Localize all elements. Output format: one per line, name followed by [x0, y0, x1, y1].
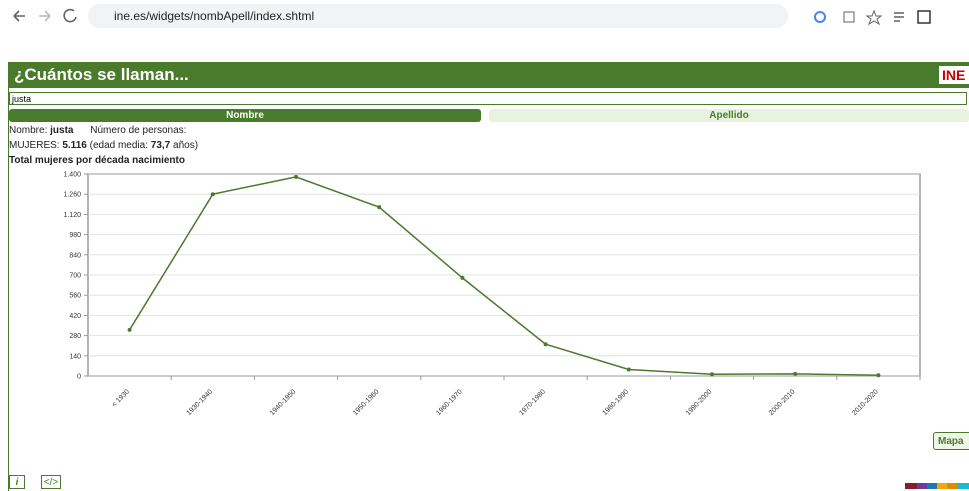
- data-point: [626, 367, 631, 372]
- border: [8, 88, 9, 491]
- browser-toolbar: ine.es/widgets/nombApell/index.shtml: [0, 0, 969, 34]
- x-tick-label: 1970-1980: [518, 388, 547, 417]
- data-point: [210, 192, 215, 197]
- info-button[interactable]: i: [9, 475, 25, 489]
- data-point: [294, 174, 298, 179]
- nav-icons: [13, 8, 77, 23]
- toolbar-icons: [814, 9, 931, 26]
- google-icon[interactable]: [814, 11, 826, 23]
- x-tick-label: 1950-1960: [352, 388, 381, 417]
- x-tick-label: 1980-1990: [602, 388, 631, 417]
- swatch: [957, 483, 969, 489]
- color-strip: [905, 483, 969, 489]
- label: Número de personas:: [90, 125, 187, 136]
- x-tick-label: 2010-2020: [851, 388, 880, 417]
- name: justa: [50, 125, 74, 136]
- swatch: [917, 483, 927, 489]
- swatch: [905, 483, 917, 489]
- y-tick-label: 700: [69, 273, 81, 280]
- chart: 0 140 280 420 560 700 840 980 1.120 1.260 1.400 < 1…: [63, 172, 921, 417]
- label: años): [173, 140, 199, 151]
- label: (edad media:: [89, 140, 148, 151]
- data-point: [876, 373, 881, 378]
- age: 73,7: [150, 140, 171, 151]
- count: 5.116: [62, 140, 87, 151]
- forward-button[interactable]: [39, 10, 51, 22]
- widget-title: ¿Cuántos se llaman...: [8, 62, 969, 88]
- swatch: [927, 483, 937, 489]
- y-tick-label: 1.260: [63, 192, 81, 199]
- x-tick-label: 1990-2000: [685, 388, 714, 417]
- address-bar[interactable]: ine.es/widgets/nombApell/index.shtml: [88, 4, 788, 28]
- y-tick-label: 0: [77, 374, 81, 381]
- tab-apellido[interactable]: Apellido: [489, 109, 969, 122]
- x-tick-label: 1930-1940: [186, 388, 215, 417]
- x-tick-label: 1960-1970: [435, 388, 464, 417]
- tab-nombre[interactable]: Nombre: [9, 109, 481, 122]
- x-tick-label: 2000-2010: [768, 388, 797, 417]
- map-button[interactable]: Mapa: [933, 432, 969, 450]
- y-tick-label: 980: [69, 232, 81, 239]
- swatch: [947, 483, 957, 489]
- list-icon[interactable]: [894, 12, 904, 22]
- share-icon[interactable]: [843, 11, 855, 23]
- label: MUJERES:: [9, 140, 60, 151]
- swatch: [937, 483, 947, 489]
- label: Nombre:: [9, 125, 48, 136]
- sidepanel-icon[interactable]: [917, 10, 931, 24]
- star-icon[interactable]: [865, 9, 883, 26]
- x-tick-label: 1940-1950: [269, 388, 298, 417]
- back-button[interactable]: [13, 10, 25, 22]
- x-tick-label: < 1930: [111, 388, 131, 408]
- group-line: MUJERES: 5.116 (edad media: 73,7 años): [9, 140, 198, 151]
- embed-button[interactable]: </>: [41, 475, 61, 489]
- y-tick-label: 280: [69, 333, 81, 340]
- y-tick-label: 420: [69, 313, 81, 320]
- y-tick-label: 140: [69, 353, 81, 360]
- name-line: Nombre: justa Número de personas:: [9, 125, 186, 136]
- logo: INE: [939, 66, 969, 84]
- series-line: [128, 176, 879, 377]
- data-point: [793, 371, 798, 376]
- y-tick-label: 560: [69, 293, 81, 300]
- data-point: [460, 275, 465, 280]
- y-tick-label: 1.120: [63, 212, 81, 219]
- search-input[interactable]: justa: [9, 92, 967, 105]
- y-tick-label: 840: [69, 252, 81, 259]
- reload-button[interactable]: [63, 8, 77, 23]
- data-point: [710, 372, 714, 377]
- data-point: [127, 327, 132, 332]
- chart-title: Total mujeres por década nacimiento: [9, 155, 185, 166]
- data-point: [543, 342, 548, 347]
- data-point: [377, 205, 382, 210]
- y-tick-label: 1.400: [63, 172, 81, 179]
